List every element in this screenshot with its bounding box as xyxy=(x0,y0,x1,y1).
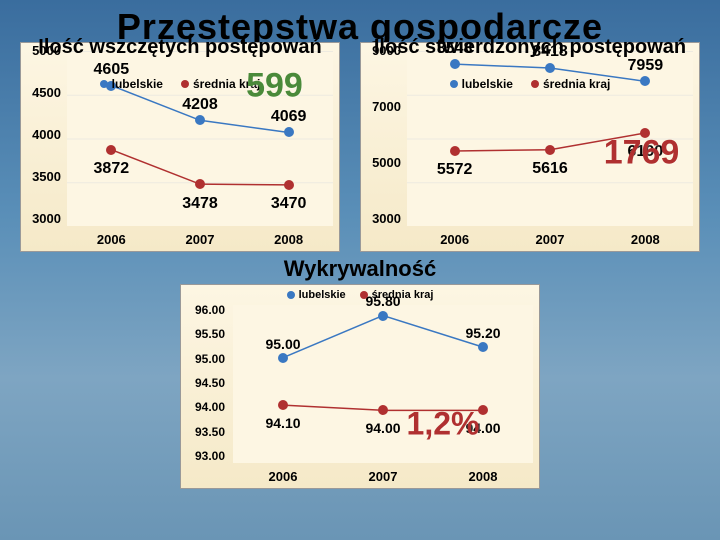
data-label: 3872 xyxy=(94,160,130,178)
data-point xyxy=(106,145,116,155)
data-point xyxy=(545,145,555,155)
data-label: 3470 xyxy=(271,195,307,213)
legend-srednia-3: średnia kraj xyxy=(372,289,434,301)
legend-lubelskie: lubelskie xyxy=(112,77,163,91)
chart-initiated: Ilość wszczętych postępowań lubelskie śr… xyxy=(20,42,340,252)
data-label: 5572 xyxy=(437,161,473,179)
chart3-plot: 95.0095.8095.2094.1094.0094.001,2% xyxy=(233,305,533,463)
mid-title: Wykrywalność xyxy=(0,256,720,282)
data-label: 4069 xyxy=(271,108,307,126)
data-label: 7959 xyxy=(628,57,664,75)
top-charts-row: Ilość wszczętych postępowań lubelskie śr… xyxy=(0,42,720,252)
chart2-yaxis: 9000700050003000 xyxy=(363,43,405,226)
data-label: 4208 xyxy=(182,96,218,114)
data-point xyxy=(284,180,294,190)
legend-lubelskie-2: lubelskie xyxy=(462,77,513,91)
chart3-legend: lubelskie średnia kraj xyxy=(181,289,539,301)
data-label: 3478 xyxy=(182,195,218,213)
data-label: 5616 xyxy=(532,160,568,178)
highlight-number: 1,2% xyxy=(407,405,480,442)
chart-detection: lubelskie średnia kraj 96.0095.5095.0094… xyxy=(180,284,540,489)
data-label: 95.20 xyxy=(465,325,500,341)
data-point xyxy=(278,353,288,363)
legend-lubelskie-3: lubelskie xyxy=(299,289,346,301)
bottom-row: lubelskie średnia kraj 96.0095.5095.0094… xyxy=(0,284,720,489)
chart1-container: lubelskie średnia kraj 50004500400035003… xyxy=(20,42,340,252)
data-point xyxy=(378,405,388,415)
data-point xyxy=(284,127,294,137)
chart1-yaxis: 50004500400035003000 xyxy=(23,43,65,226)
data-point xyxy=(478,342,488,352)
data-point xyxy=(195,115,205,125)
chart3-yaxis: 96.0095.5095.0094.5094.0093.5093.00 xyxy=(183,303,229,463)
data-point xyxy=(278,400,288,410)
chart2-legend: lubelskie średnia kraj xyxy=(361,77,699,91)
data-point xyxy=(450,59,460,69)
legend-srednia-2: średnia kraj xyxy=(543,77,610,91)
data-label: 95.00 xyxy=(265,336,300,352)
data-point xyxy=(195,179,205,189)
chart2-title: Ilość stwierdzonych postępowań xyxy=(360,36,700,59)
highlight-number: 1769 xyxy=(604,133,680,172)
data-label: 94.00 xyxy=(365,420,400,436)
chart3-container: lubelskie średnia kraj 96.0095.5095.0094… xyxy=(180,284,540,489)
chart-confirmed: Ilość stwierdzonych postępowań lubelskie… xyxy=(360,42,700,252)
highlight-number: 599 xyxy=(246,67,303,106)
chart1-title: Ilość wszczętych postępowań xyxy=(20,36,340,59)
data-point xyxy=(545,63,555,73)
data-point xyxy=(450,146,460,156)
data-point xyxy=(378,311,388,321)
chart2-container: lubelskie średnia kraj 9000700050003000 … xyxy=(360,42,700,252)
chart1-xaxis: 200620072008 xyxy=(67,232,333,247)
chart2-xaxis: 200620072008 xyxy=(407,232,693,247)
chart3-xaxis: 200620072008 xyxy=(233,469,533,484)
data-label: 94.10 xyxy=(265,415,300,431)
